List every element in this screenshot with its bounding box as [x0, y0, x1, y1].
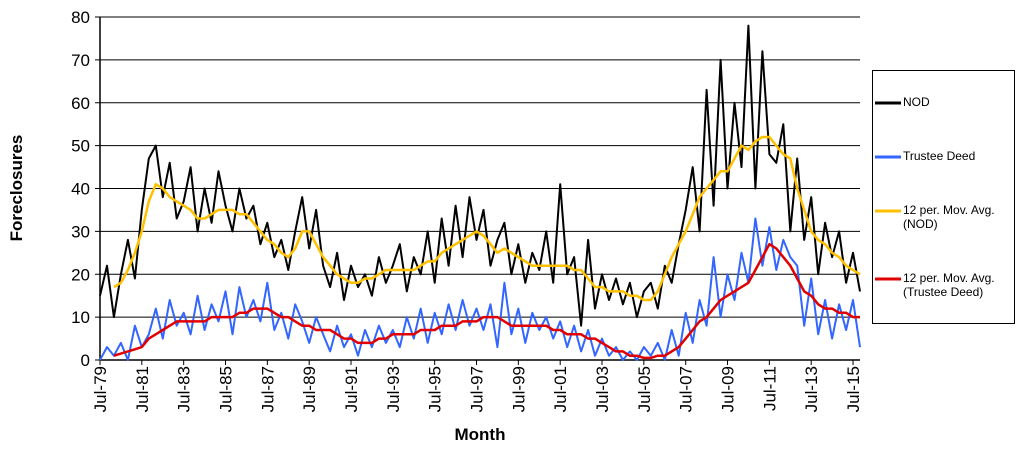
x-tick-label: Jul-95 — [426, 366, 445, 412]
y-tick-label: 60 — [71, 94, 90, 113]
x-tick-label: Jul-97 — [468, 366, 487, 412]
x-tick-label: Jul-89 — [300, 366, 319, 412]
legend-item: Trustee Deed — [875, 149, 1012, 163]
x-tick-label: Jul-01 — [551, 366, 570, 412]
x-tick-label: Jul-07 — [677, 366, 696, 412]
chart: Foreclosures Month 0 10 20 30 40 50 60 70 80 Jul-… — [7, 8, 863, 444]
y-tick-label: 50 — [71, 137, 90, 156]
legend: NOD Trustee Deed 12 per. Mov. Avg. (NOD) 12… — [872, 70, 1015, 324]
legend-item: 12 per. Mov. Avg. (Trustee Deed) — [875, 271, 1012, 299]
y-tick-label: 80 — [71, 8, 90, 27]
x-tick-label: Jul-93 — [384, 366, 403, 412]
series-line — [99, 217, 861, 361]
x-axis-label: Month — [455, 425, 506, 444]
x-tick-label: Jul-87 — [258, 366, 277, 412]
y-tick-label: 0 — [81, 351, 90, 370]
legend-label: NOD — [903, 95, 930, 109]
y-tick-label: 40 — [71, 180, 90, 199]
y-tick-label: 30 — [71, 222, 90, 241]
legend-label: 12 per. Mov. Avg. (NOD) — [903, 203, 995, 231]
x-tick-label: Jul-83 — [175, 366, 194, 412]
legend-swatch — [875, 209, 901, 213]
x-tick-label: Jul-13 — [802, 366, 821, 412]
x-tick-label: Jul-11 — [760, 366, 779, 411]
series-line — [99, 24, 861, 327]
legend-swatch — [875, 101, 901, 105]
x-tick-label: Jul-85 — [217, 366, 236, 412]
legend-label: 12 per. Mov. Avg. (Trustee Deed) — [903, 271, 995, 299]
x-tick-label: Jul-81 — [133, 366, 152, 412]
legend-item: 12 per. Mov. Avg. (NOD) — [875, 203, 1012, 231]
x-tick-label: Jul-99 — [509, 366, 528, 412]
y-tick-label: 70 — [71, 51, 90, 70]
series-line — [113, 135, 861, 302]
x-tick-label: Jul-79 — [91, 366, 110, 412]
y-tick-label: 20 — [71, 265, 90, 284]
y-axis-label: Foreclosures — [7, 135, 26, 242]
x-tick-label: Jul-09 — [719, 366, 738, 412]
x-tick-label: Jul-03 — [593, 366, 612, 412]
legend-label: Trustee Deed — [903, 149, 976, 163]
x-tick-label: Jul-15 — [844, 366, 863, 412]
series-line — [113, 242, 860, 360]
x-tick-label: Jul-91 — [342, 366, 361, 412]
y-tick-label: 10 — [71, 308, 90, 327]
x-tick-label: Jul-05 — [635, 366, 654, 412]
legend-swatch — [875, 277, 901, 281]
legend-item: NOD — [875, 95, 1012, 109]
legend-swatch — [875, 155, 901, 159]
